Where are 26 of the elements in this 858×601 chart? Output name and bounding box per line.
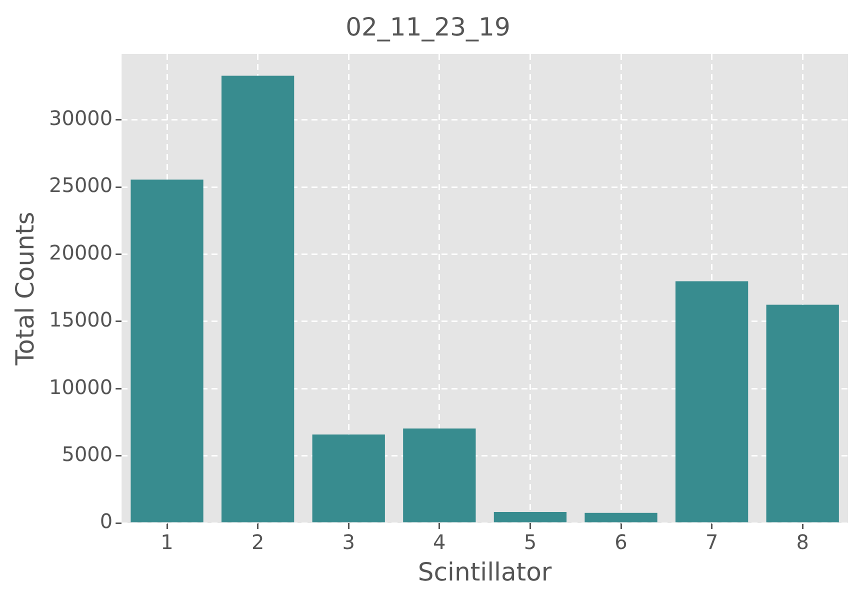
bar (766, 304, 839, 522)
y-tick-label: 15000 (49, 308, 113, 332)
x-tick-label: 5 (524, 530, 537, 554)
bar (130, 180, 204, 522)
y-tick-label: 20000 (49, 240, 113, 264)
chart-title: 02_11_23_19 (346, 12, 510, 42)
y-axis-title: Total Counts (10, 212, 40, 366)
y-tick-label: 10000 (49, 374, 113, 399)
x-tick-label: 3 (342, 530, 355, 554)
x-tick-label: 1 (160, 530, 174, 554)
x-axis-title: Scintillator (418, 558, 552, 586)
y-tick-label: 30000 (49, 106, 113, 130)
x-tick-label: 6 (614, 530, 628, 554)
x-tick-label: 2 (251, 530, 264, 554)
y-tick-label: 25000 (49, 173, 113, 198)
x-tick-label: 7 (705, 530, 718, 554)
x-tick-label: 4 (433, 530, 446, 554)
bar (494, 512, 567, 522)
bar (403, 428, 476, 522)
bar (675, 281, 748, 522)
bar (584, 512, 658, 522)
x-tick-label: 8 (796, 530, 809, 554)
y-tick-label: 0 (100, 509, 113, 534)
y-tick-label: 5000 (62, 442, 113, 466)
bar (222, 76, 294, 522)
bar (312, 434, 385, 522)
